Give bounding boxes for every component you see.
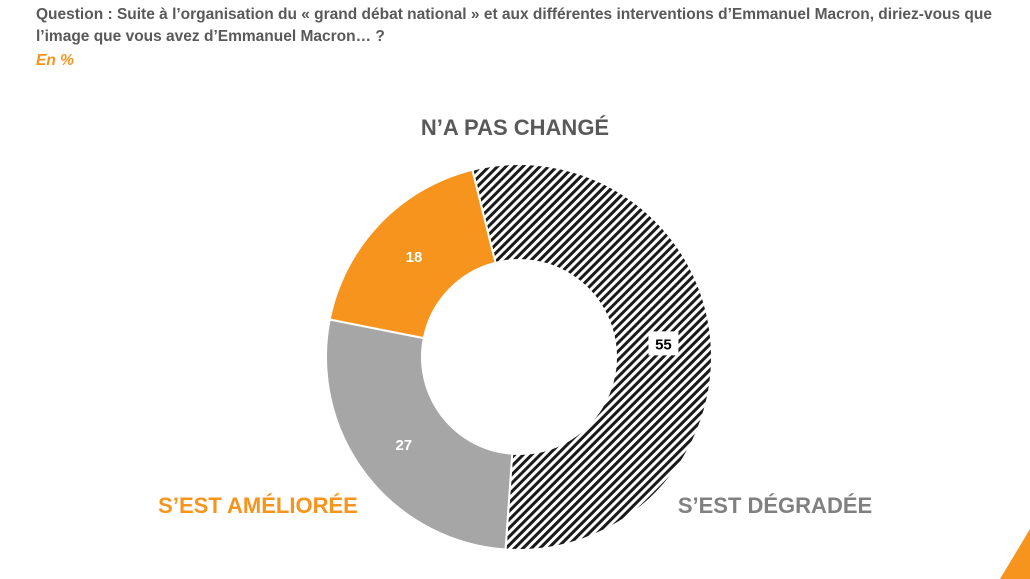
- value-label: 27: [395, 437, 412, 454]
- question-text: Question : Suite à l’organisation du « g…: [36, 6, 992, 45]
- donut-slice-3: [328, 168, 497, 340]
- donut-slice-2: [325, 318, 514, 551]
- category-label: S’EST DÉGRADÉE: [678, 493, 872, 518]
- value-label: 18: [406, 249, 423, 266]
- unit-label: En %: [36, 52, 74, 69]
- value-label: 55: [655, 336, 672, 353]
- value-label-bg: [648, 331, 679, 356]
- donut-slice-1: [471, 163, 713, 551]
- category-label: N’A PAS CHANGÉ: [421, 115, 609, 140]
- category-label: S’EST AMÉLIORÉE: [158, 493, 358, 518]
- corner-accent: [1000, 529, 1030, 579]
